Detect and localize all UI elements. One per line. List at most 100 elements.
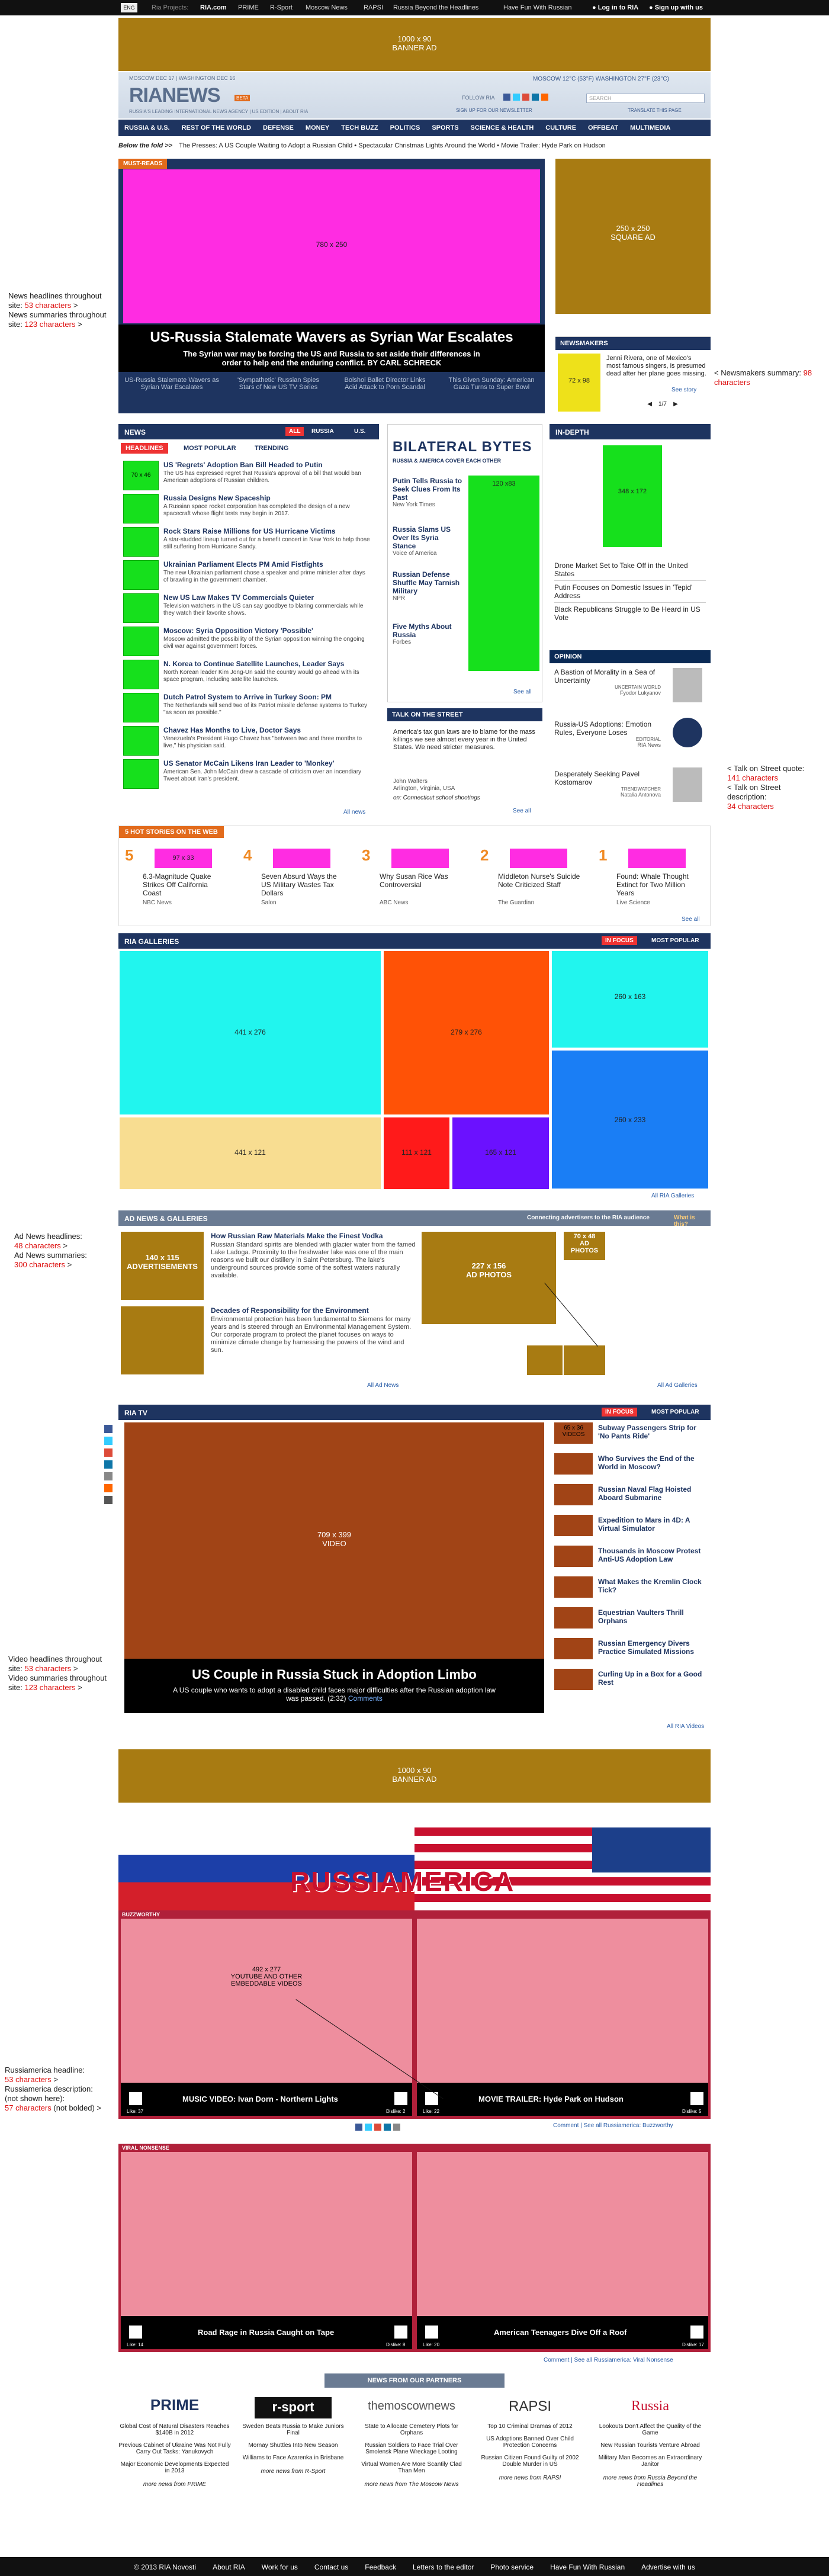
hot-title[interactable]: Found: Whale Thought Extinct for Two Mil… — [616, 872, 689, 897]
footer-link[interactable]: About RIA — [213, 2563, 245, 2571]
riatv-thumb[interactable] — [554, 1453, 593, 1475]
thumbs-down-icon[interactable] — [394, 2326, 407, 2339]
rapsi-logo[interactable]: RAPSI — [508, 2398, 552, 2414]
adnews-photo-small[interactable]: 70 x 48 AD PHOTOS — [564, 1232, 605, 1260]
hot-title[interactable]: Middleton Nurse's Suicide Note Criticize… — [498, 872, 580, 889]
filter-all[interactable]: ALL — [285, 427, 304, 436]
partner-more[interactable]: more news from R-Sport — [261, 2468, 326, 2475]
adnews-item-title[interactable]: Decades of Responsibility for the Enviro… — [211, 1306, 369, 1315]
topbar-link-rsport[interactable]: R-Sport — [270, 4, 293, 11]
riatv-item[interactable]: Who Survives the End of the World in Mos… — [598, 1454, 695, 1471]
riatv-item[interactable]: Curling Up in a Box for a Good Rest — [598, 1670, 702, 1687]
facebook-icon[interactable] — [503, 94, 510, 101]
topbar-link-moscow-news[interactable]: Moscow News — [306, 4, 348, 11]
must-reads-sub-item[interactable]: Bolshoi Ballet Director Links Acid Attac… — [344, 377, 426, 391]
adnews-photo-small[interactable] — [527, 1345, 563, 1375]
bilateral-item[interactable]: Russian Defense Shuffle May Tarnish Mili… — [393, 570, 464, 602]
riatv-item[interactable]: Expedition to Mars in 4D: A Virtual Simu… — [598, 1516, 690, 1533]
newsmakers-pager[interactable]: ◀ 1/7 ▶ — [624, 401, 701, 407]
gallery-tile[interactable]: 165 x 121 — [452, 1117, 549, 1189]
news-thumb[interactable] — [123, 759, 159, 789]
riatv-tab-most-popular[interactable]: MOST POPULAR — [651, 1409, 699, 1415]
site-logo[interactable]: RIANEWS — [129, 84, 221, 107]
partner-more[interactable]: more news from Russia Beyond the Headlin… — [603, 2475, 698, 2488]
search-input[interactable]: SEARCH — [586, 94, 705, 103]
hot-thumb[interactable] — [628, 849, 686, 868]
partner-more[interactable]: more news from RAPSI — [499, 2475, 561, 2481]
newsletter-link[interactable]: SIGN UP FOR OUR NEWSLETTER — [456, 108, 532, 113]
partner-item[interactable]: Williams to Face Azarenka in Brisbane — [242, 2455, 344, 2461]
viral-title[interactable]: American Teenagers Dive Off a Roof — [494, 2328, 627, 2337]
partner-item[interactable]: Mornay Shuttles Into New Season — [248, 2442, 338, 2449]
partner-item[interactable]: Russian Citizen Found Guilty of 2002 Dou… — [481, 2455, 579, 2468]
hot-thumb[interactable] — [273, 849, 330, 868]
partner-item[interactable]: Lookouts Don't Affect the Quality of the… — [599, 2423, 702, 2436]
adnews-item-title[interactable]: How Russian Raw Materials Make the Fines… — [211, 1232, 383, 1240]
bilateral-see-all[interactable]: See all — [513, 689, 532, 695]
adnews-ad[interactable]: 140 x 115 ADVERTISEMENTS — [121, 1232, 204, 1300]
twitter-icon[interactable] — [513, 94, 520, 101]
print-icon[interactable] — [104, 1496, 113, 1504]
footer-link[interactable]: Photo service — [490, 2563, 534, 2571]
facebook-icon[interactable] — [355, 2124, 362, 2131]
adnews-all-galleries[interactable]: All Ad Galleries — [657, 1382, 698, 1389]
news-item-title[interactable]: Ukrainian Parliament Elects PM Amid Fist… — [163, 560, 323, 568]
linkedin-icon[interactable] — [104, 1460, 113, 1469]
riatv-all-link[interactable]: All RIA Videos — [667, 1723, 705, 1730]
nav-offbeat[interactable]: OFFBEAT — [588, 124, 619, 131]
gallery-tile[interactable]: 441 x 276 — [120, 951, 381, 1114]
footer-link[interactable]: Have Fun With Russian — [550, 2563, 625, 2571]
gallery-tile[interactable]: 441 x 121 — [120, 1117, 381, 1189]
adnews-what-link[interactable]: What is this? — [674, 1215, 695, 1228]
must-reads-image[interactable]: 780 x 250 — [123, 169, 540, 323]
nav-russia-us[interactable]: RUSSIA & U.S. — [124, 124, 170, 131]
partner-more[interactable]: more news from The Moscow News — [364, 2481, 459, 2488]
bilateral-item-title[interactable]: Five Myths About Russia — [393, 622, 452, 639]
riatv-thumb[interactable] — [554, 1638, 593, 1659]
partner-item[interactable]: US Adoptions Banned Over Child Protectio… — [486, 2436, 574, 2449]
riatv-comments-link[interactable]: Comments — [348, 1694, 383, 1703]
riatv-item[interactable]: Thousands in Moscow Protest Anti-US Adop… — [598, 1547, 701, 1563]
partner-item[interactable]: Top 10 Criminal Dramas of 2012 — [487, 2423, 573, 2430]
riatv-thumb[interactable] — [554, 1484, 593, 1505]
prime-logo[interactable]: PRIME — [150, 2396, 200, 2414]
russiamerica-logo[interactable]: RUSSIAMERICA — [290, 1866, 515, 1897]
gallery-tile[interactable]: 260 x 233 — [552, 1051, 708, 1189]
twitter-icon[interactable] — [365, 2124, 372, 2131]
see-story-link[interactable]: See story — [671, 387, 697, 393]
news-item-title[interactable]: US 'Regrets' Adoption Ban Bill Headed to… — [163, 461, 323, 469]
riatv-tab-in-focus[interactable]: IN FOCUS — [602, 1408, 637, 1417]
nav-politics[interactable]: POLITICS — [390, 124, 420, 131]
moscow-news-logo[interactable]: themoscownews — [368, 2400, 455, 2413]
translate-link[interactable]: TRANSLATE THIS PAGE — [628, 108, 682, 113]
filter-russia[interactable]: RUSSIA — [311, 428, 334, 435]
partner-item[interactable]: Virtual Women Are More Scantily Clad Tha… — [361, 2461, 462, 2474]
riatv-thumb[interactable] — [554, 1669, 593, 1690]
topbar-link-rapsi[interactable]: RAPSI — [364, 4, 384, 11]
google-plus-icon[interactable] — [104, 1448, 113, 1457]
rsport-logo[interactable]: r-sport — [255, 2397, 332, 2418]
riatv-item[interactable]: Russian Naval Flag Hoisted Aboard Submar… — [598, 1485, 692, 1502]
street-see-all[interactable]: See all — [513, 808, 531, 814]
hot-thumb[interactable] — [391, 849, 449, 868]
newsmakers-thumb[interactable]: 72 x 98 — [558, 354, 600, 412]
footer-link[interactable]: Contact us — [314, 2563, 349, 2571]
below-fold-item[interactable]: Spectacular Christmas Lights Around the … — [358, 142, 496, 149]
next-icon[interactable]: ▶ — [673, 401, 678, 407]
comment-link[interactable]: Comment — [553, 2122, 579, 2129]
topbar-link-prime[interactable]: PRIME — [238, 4, 259, 11]
hot-see-all[interactable]: See all — [682, 916, 700, 923]
news-item-title[interactable]: New US Law Makes TV Commercials Quieter — [163, 593, 314, 602]
hot-title[interactable]: Why Susan Rice Was Controversial — [380, 872, 448, 889]
thumbs-down-icon[interactable] — [394, 2092, 407, 2105]
nav-science-health[interactable]: SCIENCE & HEALTH — [470, 124, 534, 131]
adnews-item[interactable]: Decades of Responsibility for the Enviro… — [211, 1306, 418, 1354]
nav-money[interactable]: MONEY — [305, 124, 330, 131]
viral-video[interactable] — [121, 2152, 412, 2316]
see-buzz-link[interactable]: See all Russiamerica: Buzzworthy — [583, 2122, 673, 2129]
bilateral-item[interactable]: Five Myths About Russia Forbes — [393, 622, 464, 645]
adnews-item[interactable]: How Russian Raw Materials Make the Fines… — [211, 1232, 418, 1280]
bilateral-item-title[interactable]: Russian Defense Shuffle May Tarnish Mili… — [393, 570, 460, 595]
buzz-title[interactable]: MOVIE TRAILER: Hyde Park on Hudson — [478, 2095, 624, 2103]
opinion-item[interactable]: Russia-US Adoptions: Emotion Rules, Ever… — [554, 720, 661, 748]
